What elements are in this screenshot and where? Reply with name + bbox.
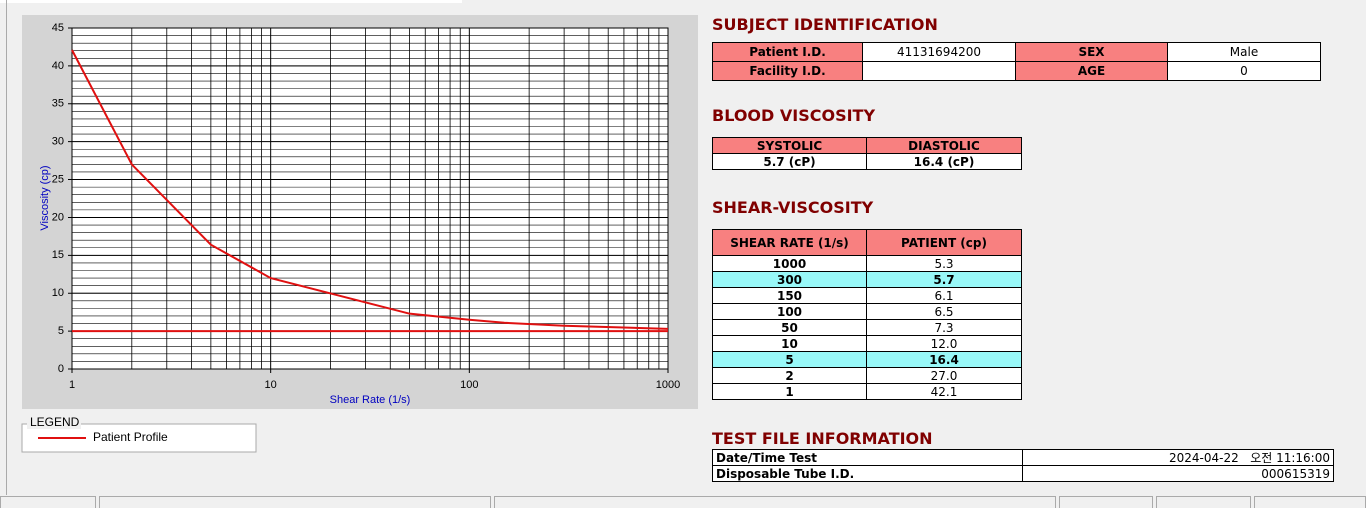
x-tick-label: 10 <box>265 379 277 391</box>
patient-viscosity: 16.4 <box>866 351 1022 368</box>
id-value <box>862 61 1016 81</box>
chart: Shear Rate (1/s) Viscosity (cp) LEGEND 0… <box>21 15 698 453</box>
patient-viscosity: 7.3 <box>866 319 1022 336</box>
shear-rate: 1000 <box>712 255 867 272</box>
patient-viscosity: 12.0 <box>866 335 1022 352</box>
info-label: Disposable Tube I.D. <box>712 465 1023 482</box>
id-value: 41131694200 <box>862 42 1016 62</box>
y-tick-label: 45 <box>52 22 64 34</box>
id-label: Patient I.D. <box>712 42 863 62</box>
id-value: Male <box>1167 42 1321 62</box>
id-label: SEX <box>1015 42 1168 62</box>
id-label: Facility I.D. <box>712 61 863 81</box>
column-header: SYSTOLIC <box>712 137 867 154</box>
status-segment <box>494 496 1056 508</box>
shear-rate: 50 <box>712 319 867 336</box>
shear-rate: 10 <box>712 335 867 352</box>
section-heading: SUBJECT IDENTIFICATION <box>712 15 938 34</box>
section-heading: BLOOD VISCOSITY <box>712 106 876 125</box>
column-header: SHEAR RATE (1/s) <box>712 229 867 256</box>
patient-viscosity: 6.1 <box>866 287 1022 304</box>
id-value: 0 <box>1167 61 1321 81</box>
shear-rate: 1 <box>712 383 867 400</box>
plot-border <box>71 27 669 370</box>
shear-rate: 300 <box>712 271 867 288</box>
info-value: 000615319 <box>1022 465 1334 482</box>
x-tick-label: 1 <box>69 379 75 391</box>
legend-title: LEGEND <box>30 415 80 429</box>
status-segment <box>0 496 96 508</box>
info-label: Date/Time Test <box>712 449 1023 466</box>
legend-title-bg <box>27 417 81 429</box>
shear-rate: 2 <box>712 367 867 384</box>
viscosity-value: 16.4 (cP) <box>866 153 1022 170</box>
column-header: PATIENT (cp) <box>866 229 1022 256</box>
y-tick-label: 40 <box>52 60 64 72</box>
viscosity-value: 5.7 (cP) <box>712 153 867 170</box>
x-tick-label: 100 <box>460 379 478 391</box>
y-tick-label: 30 <box>52 136 64 148</box>
patient-viscosity: 6.5 <box>866 303 1022 320</box>
info-value: 2024-04-22 오전 11:16:00 <box>1022 449 1334 466</box>
patient-viscosity: 27.0 <box>866 367 1022 384</box>
legend-label: Patient Profile <box>93 430 168 444</box>
x-tick-label: 1000 <box>656 379 680 391</box>
shear-rate: 100 <box>712 303 867 320</box>
status-segment <box>99 496 491 508</box>
plot-area <box>72 28 668 369</box>
y-tick-label: 10 <box>52 287 64 299</box>
status-segment <box>1156 496 1251 508</box>
section-heading: TEST FILE INFORMATION <box>712 429 933 448</box>
column-header: DIASTOLIC <box>866 137 1022 154</box>
patient-viscosity: 5.3 <box>866 255 1022 272</box>
x-axis-label: Shear Rate (1/s) <box>330 394 411 406</box>
y-tick-label: 0 <box>58 363 64 375</box>
section-heading: SHEAR-VISCOSITY <box>712 198 874 217</box>
series-line <box>71 49 669 330</box>
patient-viscosity: 42.1 <box>866 383 1022 400</box>
status-segment <box>1059 496 1153 508</box>
y-axis-label: Viscosity (cp) <box>39 165 51 230</box>
id-label: AGE <box>1015 61 1168 81</box>
y-tick-label: 35 <box>52 98 64 110</box>
status-segment <box>1254 496 1366 508</box>
y-tick-label: 25 <box>52 173 64 185</box>
divider <box>6 0 7 495</box>
patient-viscosity: 5.7 <box>866 271 1022 288</box>
y-tick-label: 5 <box>58 325 64 337</box>
y-tick-label: 15 <box>52 249 64 261</box>
top-strip <box>0 0 462 3</box>
shear-rate: 5 <box>712 351 867 368</box>
y-tick-label: 20 <box>52 211 64 223</box>
shear-rate: 150 <box>712 287 867 304</box>
